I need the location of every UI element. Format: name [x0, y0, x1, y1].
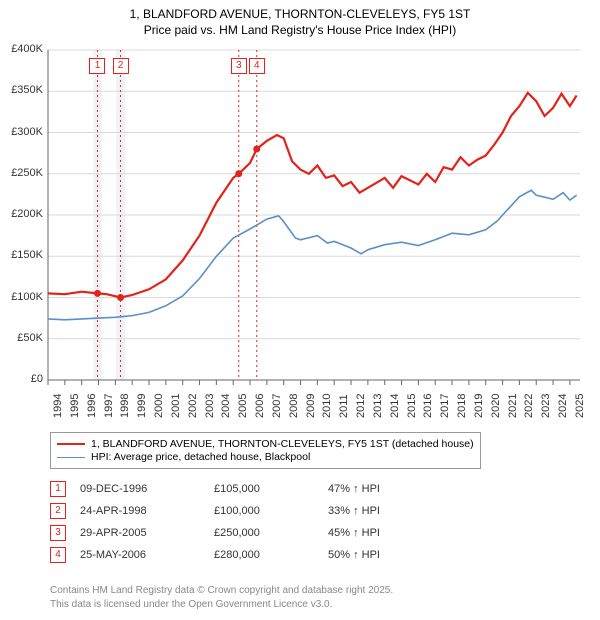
x-tick-label: 2008 — [288, 394, 300, 418]
x-tick-label: 1995 — [69, 394, 81, 418]
event-marker-3: 3 — [231, 58, 247, 74]
x-tick-label: 1994 — [52, 394, 64, 418]
x-tick-label: 1998 — [119, 394, 131, 418]
legend-item: HPI: Average price, detached house, Blac… — [57, 451, 474, 463]
x-tick-label: 2001 — [170, 394, 182, 418]
footer-line1: Contains HM Land Registry data © Crown c… — [50, 584, 393, 598]
x-tick-label: 2010 — [321, 394, 333, 418]
legend: 1, BLANDFORD AVENUE, THORNTON-CLEVELEYS,… — [50, 432, 481, 469]
event-marker-icon: 4 — [50, 547, 66, 563]
y-tick-label: £50K — [0, 332, 43, 344]
x-tick-label: 2023 — [540, 394, 552, 418]
x-tick-label: 2000 — [153, 394, 165, 418]
x-tick-label: 2003 — [204, 394, 216, 418]
event-marker-icon: 1 — [50, 481, 66, 497]
x-tick-label: 2013 — [372, 394, 384, 418]
event-marker-icon: 3 — [50, 525, 66, 541]
footer-attribution: Contains HM Land Registry data © Crown c… — [50, 584, 393, 611]
x-tick-label: 2022 — [523, 394, 535, 418]
y-tick-label: £300K — [0, 126, 43, 138]
footer-line2: This data is licensed under the Open Gov… — [50, 598, 393, 612]
event-marker-2: 2 — [113, 58, 129, 74]
event-marker-icon: 2 — [50, 503, 66, 519]
y-tick-label: £400K — [0, 43, 43, 55]
x-tick-label: 2015 — [406, 394, 418, 418]
x-tick-label: 1999 — [136, 394, 148, 418]
x-tick-label: 2021 — [507, 394, 519, 418]
x-tick-label: 2014 — [389, 394, 401, 418]
events-table: 109-DEC-1996£105,00047% ↑ HPI224-APR-199… — [50, 478, 394, 566]
event-row: 329-APR-2005£250,00045% ↑ HPI — [50, 522, 394, 544]
x-tick-label: 2020 — [490, 394, 502, 418]
event-marker-4: 4 — [249, 58, 265, 74]
y-tick-label: £350K — [0, 84, 43, 96]
x-tick-label: 2018 — [456, 394, 468, 418]
y-tick-label: £150K — [0, 249, 43, 261]
y-tick-label: £0 — [0, 373, 43, 385]
x-tick-label: 2025 — [574, 394, 586, 418]
event-marker-1: 1 — [89, 58, 105, 74]
x-tick-label: 1996 — [86, 394, 98, 418]
x-tick-label: 2024 — [557, 394, 569, 418]
x-tick-label: 2012 — [355, 394, 367, 418]
y-tick-label: £250K — [0, 167, 43, 179]
x-tick-label: 2019 — [473, 394, 485, 418]
y-tick-label: £200K — [0, 208, 43, 220]
x-tick-label: 1997 — [103, 394, 115, 418]
x-tick-label: 2005 — [237, 394, 249, 418]
event-row: 425-MAY-2006£280,00050% ↑ HPI — [50, 544, 394, 566]
x-tick-label: 2007 — [271, 394, 283, 418]
x-tick-label: 2011 — [338, 394, 350, 418]
y-tick-label: £100K — [0, 291, 43, 303]
x-tick-label: 2009 — [305, 394, 317, 418]
x-tick-label: 2017 — [439, 394, 451, 418]
event-row: 109-DEC-1996£105,00047% ↑ HPI — [50, 478, 394, 500]
event-row: 224-APR-1998£100,00033% ↑ HPI — [50, 500, 394, 522]
legend-item: 1, BLANDFORD AVENUE, THORNTON-CLEVELEYS,… — [57, 438, 474, 450]
x-tick-label: 2004 — [220, 394, 232, 418]
x-tick-label: 2016 — [422, 394, 434, 418]
x-tick-label: 2002 — [187, 394, 199, 418]
x-tick-label: 2006 — [254, 394, 266, 418]
